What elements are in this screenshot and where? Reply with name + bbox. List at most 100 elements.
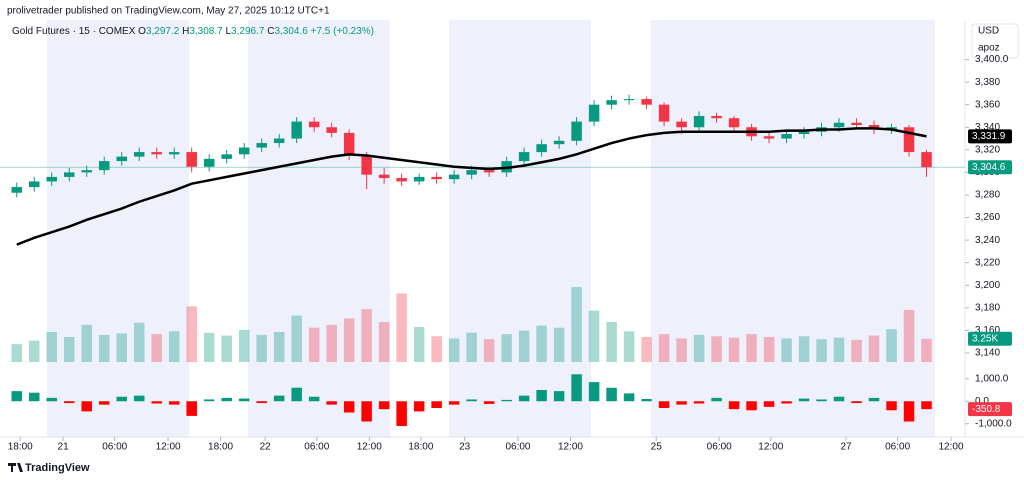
candle-body: [291, 121, 302, 139]
osc-bar: [431, 401, 442, 408]
volume-bar: [798, 336, 810, 362]
candle-body: [711, 115, 722, 119]
volume-bar: [781, 338, 792, 362]
legend-item: H: [182, 26, 189, 37]
volume-bar: [46, 332, 57, 362]
volume-bar: [466, 332, 477, 362]
volume-bar: [116, 333, 127, 362]
volume-bar: [833, 337, 845, 362]
candle-body: [413, 176, 425, 182]
osc-bar: [378, 401, 390, 410]
osc-bar: [238, 398, 250, 402]
osc-bar: [833, 396, 845, 402]
legend-item: 3,296.7: [231, 26, 265, 37]
y-tick-label: 3,160: [975, 325, 1000, 336]
y-tick-label: 3,220: [975, 257, 1000, 268]
candle-body: [361, 155, 372, 175]
osc-bar: [308, 396, 320, 402]
y-tick-label: 3,340: [975, 122, 1000, 133]
osc-bar: [448, 401, 460, 405]
candle-body: [833, 122, 845, 128]
candle-body: [326, 127, 337, 133]
osc-bar: [798, 398, 810, 402]
volume-bar: [728, 337, 740, 362]
candle-body: [588, 104, 600, 122]
candle-body: [851, 122, 862, 125]
osc-bar: [886, 401, 897, 411]
y-tick-label: 3,240: [975, 235, 1000, 246]
legend-item: 3,297.2: [146, 26, 180, 37]
x-tick-label: 25: [651, 442, 663, 453]
volume-bar: [641, 337, 652, 362]
osc-bar: [553, 391, 565, 402]
candle-body: [606, 100, 617, 105]
osc-tick-label: -1,000.0: [975, 418, 1012, 429]
volume-bar: [291, 315, 302, 362]
volume-bar: [238, 329, 250, 362]
osc-bar: [168, 401, 180, 405]
moving-average: [16, 127, 927, 246]
osc-bar: [571, 374, 582, 402]
candle-body: [728, 118, 740, 128]
osc-bar: [606, 387, 617, 402]
candle-body: [238, 147, 250, 155]
candle-body: [518, 152, 530, 162]
osc-bar: [676, 401, 687, 405]
x-tick-label: 06:00: [505, 442, 530, 453]
osc-bar: [361, 401, 372, 422]
candle-body: [676, 121, 687, 128]
osc-bar: [273, 395, 285, 402]
osc-bar: [746, 401, 757, 411]
y-tick-label: 3,400.0: [975, 54, 1009, 65]
x-tick-label: 06:00: [707, 442, 732, 453]
x-tick-label: 22: [260, 442, 272, 453]
volume-bar: [676, 338, 687, 362]
candle-body: [921, 152, 932, 168]
osc-bar: [221, 397, 232, 402]
osc-bar: [483, 401, 495, 404]
osc-bar: [343, 401, 355, 413]
candle-body: [623, 99, 635, 101]
volume-bar: [28, 340, 40, 362]
candle-body: [168, 152, 180, 155]
session-band: [47, 20, 189, 437]
osc-bar: [868, 397, 880, 402]
osc-bar: [693, 401, 705, 404]
y-tick-label: 3,280: [975, 190, 1000, 201]
candle-body: [396, 178, 407, 182]
candle-body: [221, 154, 232, 159]
price-badge-label: 3,331.9: [972, 131, 1006, 142]
volume-bar: [273, 332, 285, 362]
x-tick-label: 06:00: [304, 442, 329, 453]
osc-bar: [518, 395, 530, 402]
y-tick-label: 3,380: [975, 77, 1000, 88]
legend-item: Gold Futures · 15 · COMEX: [12, 26, 136, 37]
volume-bar: [308, 327, 320, 362]
volume-bar: [816, 339, 827, 362]
price-badge-label: 3.25K: [972, 333, 998, 344]
volume-bar: [378, 322, 390, 362]
x-tick-label: 06:00: [885, 442, 910, 453]
price-badge: [968, 402, 1012, 417]
x-tick-label: 21: [58, 442, 70, 453]
osc-bar: [851, 401, 862, 404]
price-badge: [968, 331, 1012, 346]
price-badge: [968, 160, 1012, 175]
volume-bar: [81, 324, 92, 362]
y-tick-label: 3,320: [975, 144, 1000, 155]
candle-body: [781, 134, 792, 139]
volume-bar: [903, 309, 915, 362]
osc-bar: [81, 401, 92, 412]
x-tick-label: 18:00: [208, 442, 233, 453]
osc-bar: [28, 392, 40, 402]
candle-body: [448, 174, 460, 180]
volume-bar: [168, 331, 180, 362]
osc-bar: [396, 401, 407, 426]
x-tick-label: 06:00: [102, 442, 127, 453]
price-badge: [968, 129, 1012, 144]
x-tick-label: 12:00: [558, 442, 583, 453]
scale-box[interactable]: [971, 23, 1019, 59]
volume-bar: [256, 334, 267, 362]
y-tick-label: 3,360: [975, 99, 1000, 110]
volume-bar: [98, 334, 110, 362]
